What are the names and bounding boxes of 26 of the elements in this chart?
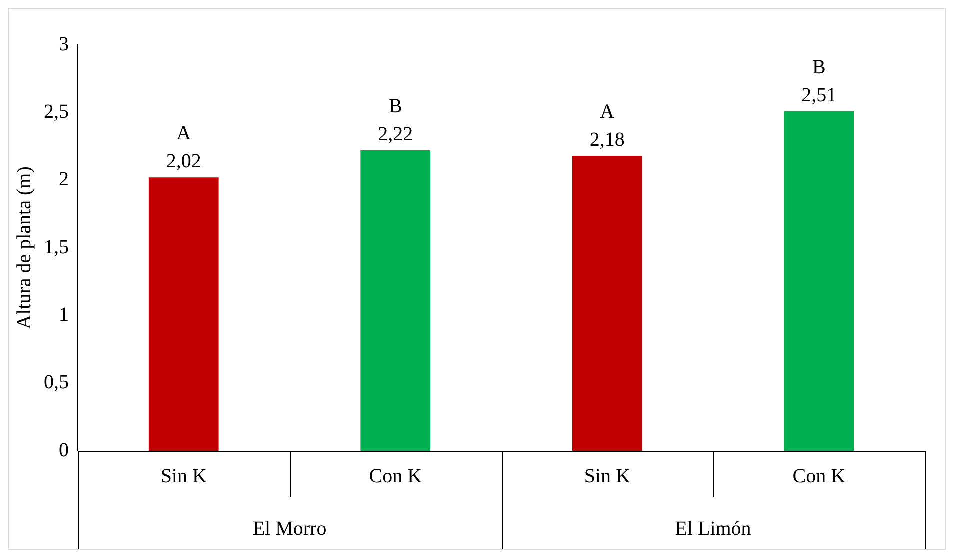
data-label: 2,22 <box>378 124 414 146</box>
y-tick-label: 0 <box>59 439 69 462</box>
y-tick-label: 3 <box>59 33 69 56</box>
bar <box>784 111 854 451</box>
x-tick-label: Con K <box>369 465 423 488</box>
bar <box>148 178 219 451</box>
y-tick-label: 1,5 <box>44 236 69 258</box>
y-tick-label: 1 <box>59 304 69 326</box>
x-tick-label: Sin K <box>584 465 631 488</box>
y-tick-label: 2,5 <box>44 100 69 123</box>
annotation: B <box>388 96 402 118</box>
x-tick-label: Sin K <box>160 465 208 488</box>
bar <box>360 150 431 451</box>
annotation: B <box>812 56 826 78</box>
y-tick-label: 0,5 <box>44 372 69 394</box>
x-tick-label: Con K <box>792 465 846 488</box>
y-tick-label: 2 <box>59 168 69 191</box>
text: El Morro <box>252 518 327 540</box>
data-label: 2,51 <box>802 84 837 106</box>
annotation: A <box>176 122 192 145</box>
annotation: A <box>600 100 616 123</box>
text: El Limón <box>675 518 752 540</box>
y-axis-title: Altura de planta (m) <box>13 166 36 330</box>
data-label: 2,18 <box>590 128 625 151</box>
bar <box>572 156 642 451</box>
data-label: 2,02 <box>166 150 202 173</box>
